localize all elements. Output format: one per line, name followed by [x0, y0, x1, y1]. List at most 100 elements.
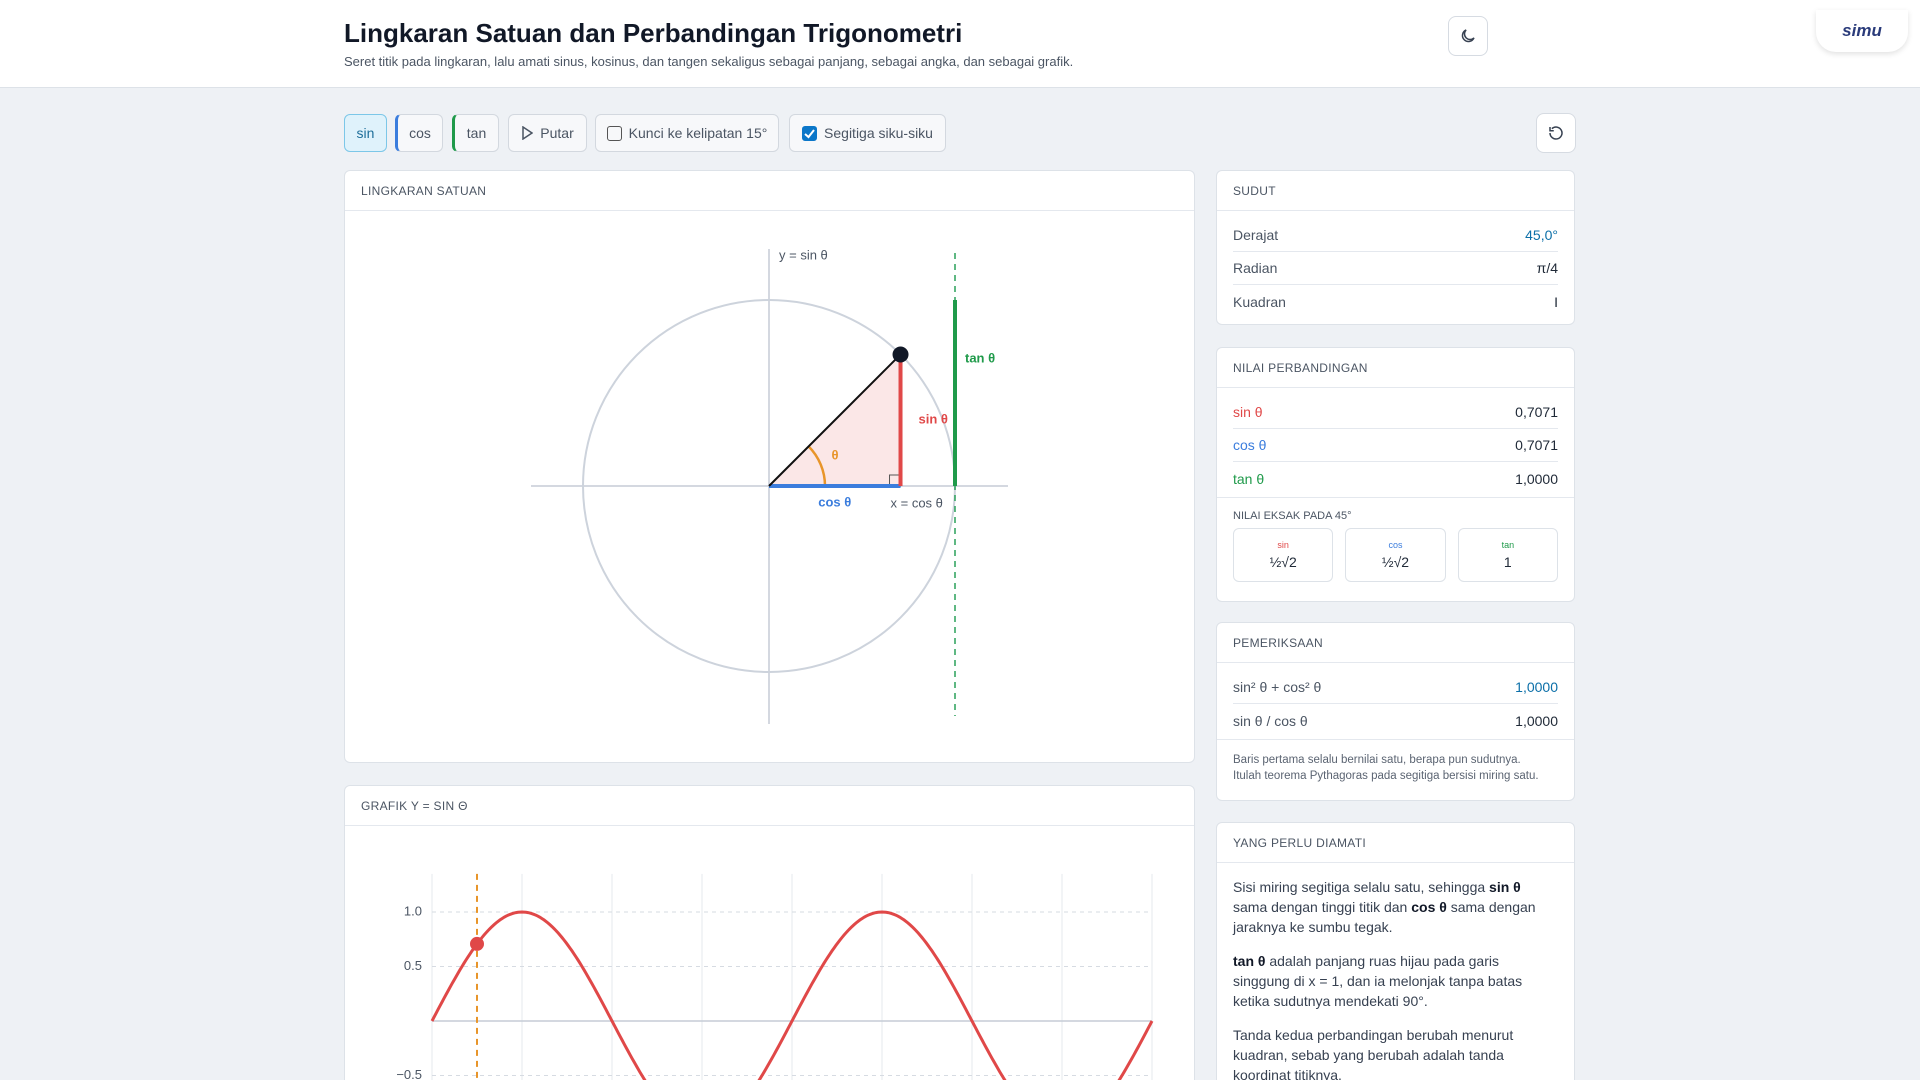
panel-title: NILAI PERBANDINGAN	[1217, 348, 1574, 388]
row-value: 1,0000	[1515, 712, 1558, 729]
text: Tanda kedua perbandingan berubah menurut…	[1233, 1027, 1514, 1080]
label: y = sin θ	[779, 247, 828, 262]
y-tick-label: −0.5	[396, 1067, 422, 1080]
row-label: tan θ	[1233, 470, 1265, 487]
subtitle: Seret titik pada lingkaran, lalu amati s…	[344, 54, 1074, 69]
text: sama dengan jaraknya ke sumbu tegak.	[1233, 899, 1536, 935]
bold-text: tan θ	[1233, 953, 1266, 969]
note-line: Itulah teorema Pythagoras pada segitiga …	[1233, 770, 1539, 782]
text: Sisi miring segitiga selalu satu, sehing…	[1233, 879, 1490, 895]
row-label: sin θ / cos θ	[1233, 712, 1308, 729]
row: sin θ / cos θ 1,0000	[1233, 704, 1558, 737]
y-tick-label: 0.5	[404, 958, 422, 973]
radius	[768, 353, 902, 487]
ratio-panel: NILAI PERBANDINGAN sin θ 0,7071 cos θ 0,707…	[1216, 347, 1575, 602]
row: tan θ 1,0000	[1233, 462, 1558, 495]
play-icon	[522, 126, 534, 140]
play-button[interactable]: Putar	[508, 114, 587, 152]
row-value: 0,7071	[1515, 404, 1558, 420]
checkbox[interactable]	[802, 125, 818, 141]
triangle-toggle[interactable]: Segitiga siku-siku	[789, 114, 946, 152]
row-label: Kuadran	[1233, 293, 1286, 310]
row-value: 1,0000	[1515, 470, 1558, 487]
lock-toggle[interactable]: Kunci ke kelipatan 15°	[595, 114, 779, 152]
tan-button[interactable]: tan	[452, 114, 499, 152]
current-point	[470, 936, 484, 951]
row-label: sin θ	[1233, 404, 1263, 420]
logo[interactable]: simu	[1816, 10, 1908, 52]
reset-icon	[1549, 126, 1563, 140]
panel-title: GRAFIK Y = SIN Θ	[345, 786, 1194, 826]
row: sin² θ + cos² θ 1,0000	[1233, 671, 1558, 704]
exact-value: ½√2	[1381, 554, 1410, 570]
observe-panel: YANG PERLU DIAMATI Sisi miring segitiga …	[1216, 822, 1575, 1080]
row-value: 0,7071	[1515, 437, 1558, 453]
play-label: Putar	[540, 125, 574, 141]
paragraph: Sisi miring segitiga selalu satu, sehing…	[1233, 877, 1558, 937]
panel-title: SUDUT	[1217, 171, 1574, 211]
row-value: 45,0°	[1525, 227, 1558, 243]
check	[804, 128, 815, 138]
row-value: 1,0000	[1515, 679, 1558, 695]
panel-title: YANG PERLU DIAMATI	[1217, 823, 1574, 863]
row-value: π/4	[1536, 260, 1558, 276]
row-label: Radian	[1233, 260, 1278, 276]
row-label: cos θ	[1233, 437, 1267, 453]
note: Baris pertama selalu bernilai satu, bera…	[1217, 740, 1574, 790]
exact-value: 1	[1503, 554, 1512, 570]
note-line: Baris pertama selalu bernilai satu, bera…	[1233, 754, 1521, 766]
cos-button[interactable]: cos	[395, 114, 443, 152]
lock-label: Kunci ke kelipatan 15°	[628, 125, 768, 141]
moon-icon	[1461, 29, 1475, 43]
panel-title: PEMERIKSAAN	[1217, 623, 1574, 663]
exact-value: ½√2	[1269, 554, 1297, 570]
observations: Sisi miring segitiga selalu satu, sehing…	[1217, 877, 1574, 1080]
angle-panel: SUDUT Derajat 45,0° Radian π/4 Kuadran I	[1216, 170, 1575, 325]
exact-key: tan	[1501, 540, 1515, 550]
label: sin θ	[919, 412, 948, 427]
exact-key: sin	[1277, 540, 1289, 550]
page-title: Lingkaran Satuan dan Perbandingan Trigon…	[344, 18, 963, 48]
bold-text: cos θ	[1411, 899, 1447, 915]
panel-title: LINGKARAN SATUAN	[345, 171, 1194, 211]
rows: sin θ 0,7071 cos θ 0,7071 tan θ 1,0000	[1217, 388, 1574, 498]
text: sama dengan tinggi titik dan	[1233, 899, 1412, 915]
exact-box: cos ½√2	[1345, 528, 1446, 582]
exact-title: NILAI EKSAK PADA 45°	[1233, 510, 1352, 522]
label: x = cos θ	[891, 495, 943, 510]
sin-button[interactable]: sin	[344, 114, 387, 152]
drag-point[interactable]	[892, 346, 909, 363]
reset-button[interactable]	[1536, 113, 1576, 153]
row: Kuadran I	[1233, 285, 1558, 318]
check-panel: PEMERIKSAAN sin² θ + cos² θ 1,0000 sin θ /…	[1216, 622, 1575, 801]
paragraph: tan θ adalah panjang ruas hijau pada gar…	[1233, 951, 1558, 1011]
theme-toggle[interactable]	[1448, 16, 1488, 56]
row: cos θ 0,7071	[1233, 429, 1558, 462]
rows: Derajat 45,0° Radian π/4 Kuadran I	[1217, 211, 1574, 318]
checkbox[interactable]	[606, 125, 622, 141]
exact-values: sin ½√2 cos ½√2 tan 1	[1217, 528, 1574, 582]
y-tick-label: 1.0	[404, 903, 422, 918]
text: adalah panjang ruas hijau pada garis sin…	[1233, 953, 1523, 1009]
triangle-label: Segitiga siku-siku	[824, 125, 933, 141]
label: tan θ	[965, 350, 995, 365]
row-label: sin² θ + cos² θ	[1233, 679, 1322, 695]
paragraph: Tanda kedua perbandingan berubah menurut…	[1233, 1025, 1558, 1080]
row: Radian π/4	[1233, 252, 1558, 285]
label: cos θ	[818, 494, 851, 509]
bold-text: sin θ	[1489, 879, 1521, 895]
header: Lingkaran Satuan dan Perbandingan Trigon…	[0, 0, 1920, 88]
sine-curve	[430, 910, 1154, 1080]
exact-key: cos	[1388, 540, 1403, 550]
row-value: I	[1554, 293, 1558, 310]
row: Derajat 45,0°	[1233, 219, 1558, 252]
row: sin θ 0,7071	[1233, 396, 1558, 429]
rows: sin² θ + cos² θ 1,0000 sin θ / cos θ 1,0000	[1217, 663, 1574, 740]
label: θ	[831, 447, 838, 462]
angle-arc	[807, 445, 827, 487]
row-label: Derajat	[1233, 227, 1279, 243]
exact-box: tan 1	[1457, 528, 1558, 582]
